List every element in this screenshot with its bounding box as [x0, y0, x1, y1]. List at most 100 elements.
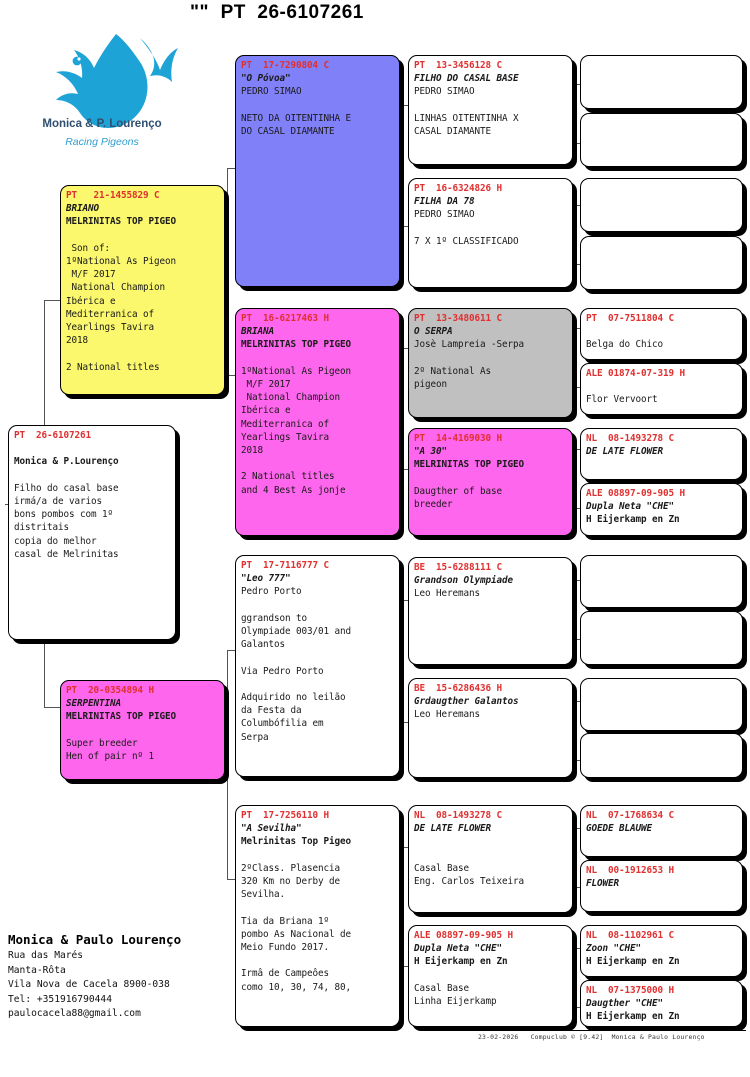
- pigeon-ring-id: PT 17-7116777 C: [241, 560, 329, 571]
- pedigree-card-ggp3[interactable]: PT 13-3480611 C O SERPA Josè Lampreia -Ser…: [408, 308, 573, 418]
- pigeon-detail-line: distritais: [14, 522, 69, 534]
- pedigree-card-gggp10[interactable]: [580, 611, 743, 665]
- pigeon-detail-line: National Champion: [241, 392, 340, 404]
- pigeon-detail-line: 2 National titles: [241, 471, 335, 483]
- pigeon-detail-line: [414, 835, 567, 848]
- pigeon-detail-line: Yearlings Tavira: [66, 322, 154, 334]
- pigeon-detail-line: [414, 222, 567, 235]
- pigeon-ring-id: NL 08-1493278 C: [414, 810, 502, 821]
- address-email[interactable]: paulocacela88@gmail.com: [8, 1008, 141, 1020]
- pigeon-detail-line: Casal Base: [414, 862, 469, 874]
- pigeon-ring-id: NL 08-1102961 C: [586, 930, 674, 941]
- pigeon-ring-id: NL 07-1375000 H: [586, 985, 674, 996]
- pigeon-detail-line: Grandson Olympiade: [414, 575, 513, 587]
- pedigree-card-ggp1[interactable]: PT 13-3456128 C FILHO DO CASAL BASE PEDRO …: [408, 55, 573, 165]
- pigeon-detail-line: "O Póvoa": [241, 73, 291, 85]
- connector: [573, 639, 582, 641]
- pigeon-detail-line: [241, 849, 394, 862]
- pigeon-detail-line: Flor Vervoort: [586, 394, 658, 406]
- connector: [44, 300, 64, 302]
- connector: [573, 84, 582, 86]
- pedigree-card-gggp9[interactable]: [580, 555, 743, 608]
- pigeon-detail-line: MELRINITAS TOP PIGEO: [414, 459, 524, 471]
- pedigree-card-dam[interactable]: PT 20-0354894 H SERPENTINA MELRINITAS TOP …: [60, 680, 225, 780]
- pedigree-card-g2[interactable]: PT 16-6217463 H BRIANA MELRINITAS TOP PIGE…: [235, 308, 400, 536]
- pigeon-ring-id: PT 13-3456128 C: [414, 60, 502, 71]
- logo-brand-subtitle: Racing Pigeons: [65, 136, 139, 148]
- pedigree-card-subject[interactable]: PT 26-6107261 Monica & P.Lourenço Filho do…: [8, 425, 176, 640]
- pigeon-detail-line: Linha Eijerkamp: [414, 996, 497, 1007]
- pigeon-detail-line: [241, 352, 394, 365]
- pigeon-detail-line: Olympiade 003/01 and: [241, 626, 351, 637]
- pedigree-card-gggp16[interactable]: NL 07-1375000 H Daugther "CHE" H Eijerkamp…: [580, 980, 743, 1027]
- pigeon-detail-line: Tia da Briana 1º: [241, 915, 329, 927]
- pigeon-detail-line: [414, 472, 567, 485]
- connector: [401, 348, 403, 470]
- pigeon-ring-id: PT 16-6324826 H: [414, 183, 502, 194]
- pedigree-card-gggp13[interactable]: NL 07-1768634 C GOEDE BLAUWE: [580, 805, 743, 857]
- pigeon-detail-line: Serpa: [241, 731, 269, 743]
- pedigree-card-gggp7[interactable]: NL 08-1493278 C DE LATE FLOWER: [580, 428, 743, 480]
- pigeon-detail-line: Pedro Porto: [241, 586, 302, 598]
- pedigree-card-gggp4[interactable]: [580, 236, 743, 290]
- pedigree-card-gggp3[interactable]: [580, 178, 743, 232]
- connector: [227, 650, 229, 880]
- pigeon-detail-line: [241, 954, 394, 967]
- connector: [573, 887, 582, 889]
- pedigree-card-gggp6[interactable]: ALE 01874-07-319 H Flor Vervoort: [580, 363, 743, 415]
- pigeon-ring-id: BE 15-6286436 H: [414, 683, 502, 694]
- pigeon-detail-line: O SERPA: [414, 326, 453, 338]
- pigeon-detail-line: FILHA DA 78: [414, 196, 475, 208]
- pedigree-card-gggp5[interactable]: PT 07-7511804 C Belga do Chico: [580, 308, 743, 360]
- pigeon-detail-line: bons pombos com 1º: [14, 509, 113, 521]
- pigeon-ring-id: BE 15-6288111 C: [414, 562, 502, 573]
- pigeon-detail-line: Sevilha.: [241, 889, 285, 901]
- connector: [401, 600, 413, 602]
- pedigree-card-ggp8[interactable]: ALE 08897-09-905 H Dupla Neta "CHE" H Eije…: [408, 925, 573, 1027]
- pedigree-card-sire[interactable]: PT 21-1455829 C BRIANO MELRINITAS TOP PIGE…: [60, 185, 225, 395]
- footer-text: 23-02-2026 Compuclub © [9.42] Monica & P…: [478, 1033, 705, 1041]
- address-line: Vila Nova de Cacela 8900-038: [8, 979, 170, 991]
- pigeon-detail-line: [414, 352, 567, 365]
- pigeon-detail-line: [241, 599, 394, 612]
- address-line: Manta-Rôta: [8, 964, 66, 976]
- pigeon-detail-line: 2 National titles: [66, 361, 160, 373]
- pigeon-detail-line: NETO DA OITENTINHA E: [241, 112, 351, 124]
- pigeon-detail-line: 2º National As: [414, 365, 491, 377]
- pedigree-card-gggp11[interactable]: [580, 678, 743, 731]
- pigeon-detail-line: [66, 229, 219, 242]
- pedigree-card-gggp15[interactable]: NL 08-1102961 C Zoon "CHE" H Eijerkamp en …: [580, 925, 743, 977]
- pigeon-detail-line: Adquirido no leilão: [241, 691, 346, 703]
- pigeon-detail-line: Yearlings Tavira: [241, 431, 329, 443]
- pigeon-ring-id: PT 17-7256110 H: [241, 810, 329, 821]
- connector: [573, 701, 582, 703]
- pigeon-detail-line: 7 X 1º CLASSIFICADO: [414, 235, 519, 247]
- pedigree-card-g4[interactable]: PT 17-7256110 H "A Sevilha" Melrinitas Top…: [235, 805, 400, 1027]
- pedigree-card-gggp1[interactable]: [580, 55, 743, 109]
- pigeon-ring-id: PT 20-0354894 H: [66, 685, 154, 696]
- pedigree-card-ggp2[interactable]: PT 16-6324826 H FILHA DA 78 PEDRO SIMAO 7 X…: [408, 178, 573, 288]
- connector: [227, 168, 241, 170]
- pedigree-card-ggp6[interactable]: BE 15-6286436 H Grdaugther Galantos Leo He…: [408, 678, 573, 778]
- pigeon-ring-id: PT 07-7511804 C: [586, 313, 674, 324]
- pedigree-card-gggp2[interactable]: [580, 113, 743, 167]
- connector: [227, 650, 241, 652]
- pedigree-card-ggp4[interactable]: PT 14-4169030 H "A 30" MELRINITAS TOP PIGE…: [408, 428, 573, 536]
- pedigree-card-gggp14[interactable]: NL 00-1912653 H FLOWER: [580, 860, 743, 912]
- pedigree-card-g3[interactable]: PT 17-7116777 C "Leo 777" Pedro Porto ggran…: [235, 555, 400, 777]
- owner-name: Monica & Paulo Lourenço: [8, 932, 182, 947]
- pedigree-card-gggp8[interactable]: ALE 08897-09-905 H Dupla Neta "CHE" H Eije…: [580, 483, 743, 536]
- pedigree-card-gggp12[interactable]: [580, 733, 743, 778]
- pedigree-card-ggp7[interactable]: NL 08-1493278 C DE LATE FLOWER Casal Base E…: [408, 805, 573, 913]
- pigeon-detail-line: Dupla Neta "CHE": [586, 501, 674, 513]
- pedigree-card-ggp5[interactable]: BE 15-6288111 C Grandson Olympiade Leo Her…: [408, 557, 573, 665]
- pigeon-detail-line: [241, 99, 394, 112]
- pigeon-detail-line: Super breeder: [66, 737, 138, 749]
- pigeon-ring-id: ALE 01874-07-319 H: [586, 368, 685, 379]
- pigeon-detail-line: Via Pedro Porto: [241, 665, 324, 677]
- page-title: "" PT 26-6107261: [190, 2, 364, 23]
- pigeon-detail-line: Hen of pair nº 1: [66, 751, 154, 762]
- pedigree-card-g1[interactable]: PT 17-7290804 C "O Póvoa" PEDRO SIMAO NETO …: [235, 55, 400, 287]
- pigeon-detail-line: Melrinitas Top Pigeo: [241, 836, 351, 848]
- pigeon-detail-line: BRIANO: [66, 203, 99, 215]
